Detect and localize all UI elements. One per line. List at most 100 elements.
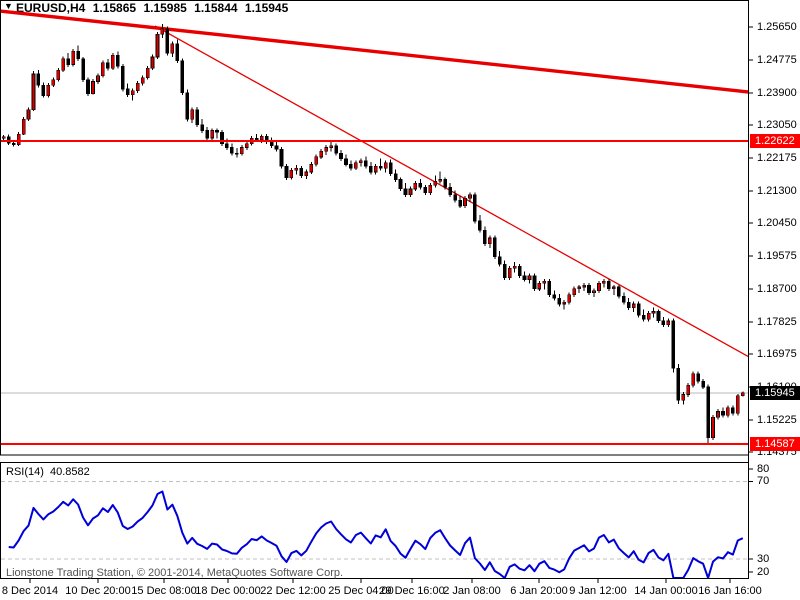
candle-bear xyxy=(393,173,398,180)
candle-bull xyxy=(96,75,100,82)
candle-bear xyxy=(497,256,502,265)
candle-bear xyxy=(696,373,701,382)
candle-bull xyxy=(31,73,36,111)
candle-bear xyxy=(701,380,705,388)
candle-bull xyxy=(309,164,314,173)
candle-bull xyxy=(1,136,6,139)
candle-bear xyxy=(552,294,557,299)
candle-bull xyxy=(56,69,61,80)
candle-bull xyxy=(314,156,319,165)
candle-bull xyxy=(155,34,160,58)
candle-bull xyxy=(468,194,472,199)
candle-bull xyxy=(681,394,686,401)
candle-bull xyxy=(373,166,378,173)
candle-bull xyxy=(210,130,214,139)
candle-bull xyxy=(577,286,581,290)
candle-bear xyxy=(86,79,90,94)
candle-bull xyxy=(711,416,715,439)
candle-bear xyxy=(731,407,735,414)
open-value: 1.15865 xyxy=(92,1,137,15)
candle-bull xyxy=(26,109,31,120)
candle-bear xyxy=(76,50,80,60)
candle-bull xyxy=(245,143,249,148)
candle-bear xyxy=(616,286,621,297)
rsi-panel-layer xyxy=(1,480,748,579)
candle-bull xyxy=(319,151,324,158)
candle-bull xyxy=(691,373,696,386)
candle-bull xyxy=(527,275,532,280)
candle-bear xyxy=(220,132,224,144)
symbol-marker-icon: ▼ xyxy=(4,1,13,11)
candle-bull xyxy=(135,83,140,92)
candle-bear xyxy=(11,143,16,146)
candle-bear xyxy=(547,281,552,295)
candle-bear xyxy=(621,296,626,303)
candle-bull xyxy=(140,77,145,84)
candle-bear xyxy=(195,109,199,126)
candle-bear xyxy=(121,66,125,90)
candle-bear xyxy=(66,58,70,65)
candle-bear xyxy=(299,167,304,176)
candle-bear xyxy=(205,130,209,139)
candle-bear xyxy=(274,145,279,150)
candle-bull xyxy=(324,147,328,152)
candle-bull xyxy=(240,147,244,155)
candle-bull xyxy=(542,281,547,284)
candle-bear xyxy=(636,303,641,316)
candle-bull xyxy=(646,313,651,320)
candle-bull xyxy=(716,411,720,418)
candle-bear xyxy=(225,143,229,148)
candle-bear xyxy=(41,85,46,97)
candle-bear xyxy=(721,411,725,416)
candle-bear xyxy=(185,92,190,120)
trendline-major[interactable] xyxy=(0,9,750,94)
candle-bull xyxy=(651,311,656,314)
candle-bull xyxy=(289,169,294,178)
candle-bear xyxy=(334,145,338,154)
candle-bear xyxy=(388,162,393,175)
trendline-minor[interactable] xyxy=(154,25,750,358)
symbol-period-label: EURUSD,H4 xyxy=(16,1,86,15)
candle-bear xyxy=(483,230,487,244)
candle-bull xyxy=(111,54,115,69)
trendlines-layer xyxy=(0,9,750,358)
candle-bear xyxy=(269,141,274,146)
candle-bear xyxy=(175,43,180,62)
candle-bull xyxy=(428,184,433,193)
candle-bear xyxy=(448,186,452,195)
candle-bull xyxy=(512,265,517,269)
candle-bull xyxy=(408,188,413,195)
candle-bear xyxy=(344,158,348,165)
candle-bull xyxy=(611,286,616,290)
horizontal-lines-layer xyxy=(0,139,749,446)
candle-bear xyxy=(279,149,284,167)
candle-bear xyxy=(116,54,120,67)
low-value: 1.15844 xyxy=(194,1,238,15)
candle-bull xyxy=(433,181,438,186)
candle-bull xyxy=(726,407,730,416)
candle-bear xyxy=(443,179,448,188)
candle-bear xyxy=(587,284,591,293)
candle-bear xyxy=(458,200,462,207)
candle-bear xyxy=(403,188,408,195)
candle-bull xyxy=(150,56,155,69)
candle-bull xyxy=(592,290,596,293)
candle-bull xyxy=(582,284,586,288)
candle-bear xyxy=(478,220,482,231)
candle-bull xyxy=(740,392,745,397)
candle-bull xyxy=(145,68,150,79)
candle-bull xyxy=(46,85,51,97)
candle-bull xyxy=(602,281,606,284)
candle-wicks xyxy=(3,24,744,444)
candle-bull xyxy=(170,43,175,54)
candle-bear xyxy=(453,194,457,201)
candle-bear xyxy=(125,88,130,95)
candle-bear xyxy=(165,28,170,54)
axis-ticks xyxy=(29,26,753,583)
candle-bear xyxy=(517,265,522,276)
high-value: 1.15985 xyxy=(143,1,187,15)
candle-bull xyxy=(463,198,467,207)
ohlc-header: EURUSD,H4 1.15865 1.15985 1.15844 1.1594… xyxy=(16,1,292,15)
candle-bull xyxy=(259,135,264,141)
